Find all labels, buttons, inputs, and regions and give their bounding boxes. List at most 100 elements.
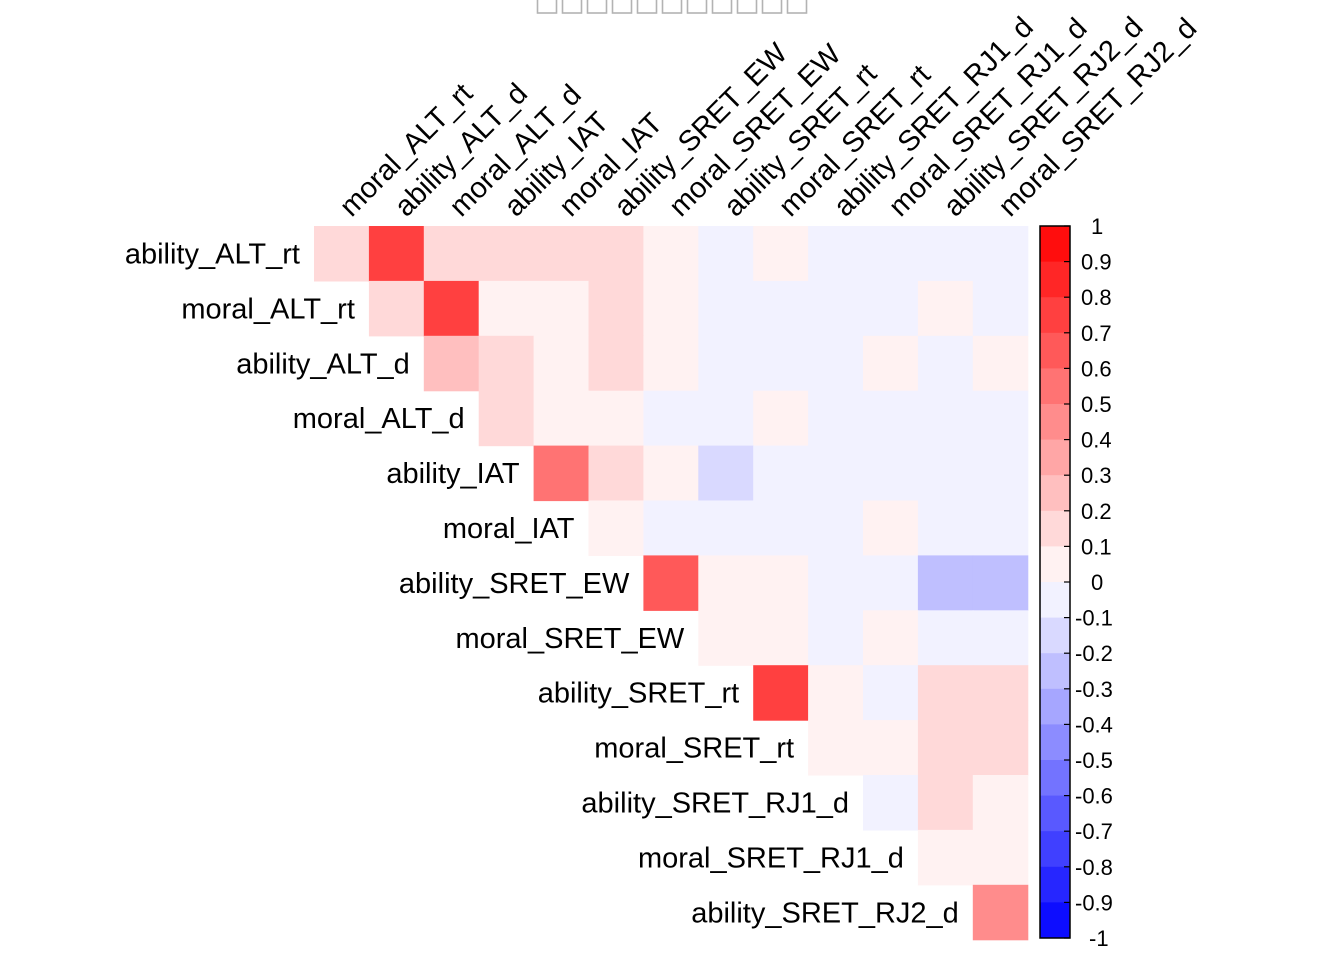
heatmap-cell [698, 390, 754, 447]
heatmap-cell [423, 226, 480, 282]
heatmap-cell [808, 720, 864, 776]
heatmap-cell [917, 665, 974, 721]
color-bar-bin [1040, 261, 1070, 298]
color-bar-bin [1040, 617, 1070, 654]
heatmap-cell [698, 280, 754, 337]
color-bar-bin [1040, 546, 1070, 583]
heatmap-cell [917, 226, 974, 282]
heatmap-cell [478, 280, 535, 337]
heatmap-cell [972, 335, 1029, 392]
heatmap-cell [753, 610, 809, 666]
row-label: ability_ALT_d [236, 348, 410, 380]
color-bar-tick-label: 0.9 [1081, 250, 1112, 275]
heatmap-cell [533, 226, 590, 282]
heatmap-cell [972, 555, 1029, 611]
heatmap-cell [753, 226, 809, 282]
heatmap-cell [698, 226, 754, 282]
heatmap-cell [478, 390, 535, 447]
heatmap-cell [368, 226, 425, 282]
heatmap-cell [972, 884, 1029, 941]
heatmap-cell [808, 226, 864, 282]
heatmap-cell [808, 280, 864, 337]
color-bar-tick-label: -0.5 [1075, 748, 1113, 773]
color-bar-bin [1040, 368, 1070, 405]
color-bar-tick-label: -0.1 [1075, 606, 1113, 631]
heatmap-cell [533, 390, 590, 447]
color-bar-tick-label: 0 [1091, 570, 1103, 595]
heatmap-cell [368, 280, 425, 337]
row-label: ability_ALT_rt [125, 238, 300, 270]
heatmap-cell [972, 226, 1029, 282]
title-glyph [636, 0, 658, 14]
color-bar-tick-label: -0.2 [1075, 641, 1113, 666]
heatmap-cell [808, 445, 864, 502]
color-bar-bin [1040, 404, 1070, 441]
color-bar-tick-label: -0.6 [1075, 784, 1113, 809]
heatmap-cell [808, 610, 864, 666]
row-label: moral_SRET_rt [594, 733, 794, 765]
title-glyph [761, 0, 783, 14]
heatmap-cell [863, 610, 919, 666]
title-glyph [586, 0, 608, 14]
heatmap-cell [917, 390, 974, 447]
heatmap-cell [863, 335, 919, 392]
title-glyph [561, 0, 583, 14]
row-label: moral_SRET_EW [455, 623, 684, 655]
heatmap-cell [643, 500, 699, 556]
color-bar-bin [1040, 226, 1070, 263]
row-labels: ability_ALT_rt moral_ALT_rt ability_ALT_dm… [125, 238, 959, 929]
heatmap-cell [643, 390, 699, 447]
color-bar-tick-label: 1 [1091, 214, 1103, 239]
heatmap-cell [917, 555, 974, 611]
heatmap-cell [643, 445, 699, 502]
column-labels: moral_ALT_rtability_ALT_dmoral_ALT_dabil… [334, 11, 1203, 223]
color-bar-bin [1040, 724, 1070, 761]
color-bar-bin [1040, 688, 1070, 725]
title-glyph [611, 0, 633, 14]
heatmap-cell [698, 500, 754, 556]
heatmap-cell [588, 280, 644, 337]
color-bar-bin [1040, 653, 1070, 690]
heatmap-cell [588, 445, 644, 502]
heatmap-cell [863, 226, 919, 282]
color-bar-bin [1040, 902, 1070, 939]
heatmap-cell [314, 226, 370, 282]
color-bar [1039, 225, 1071, 939]
heatmap-cell [698, 335, 754, 392]
heatmap-cell [698, 555, 754, 611]
heatmap-cell [917, 445, 974, 502]
title-glyph [711, 0, 733, 14]
heatmap-cell [588, 335, 644, 392]
color-bar-tick-label: 0.3 [1081, 463, 1112, 488]
heatmap-cell [917, 280, 974, 337]
heatmap-cell [753, 500, 809, 556]
color-bar-bin [1040, 475, 1070, 512]
color-bar-bin [1040, 332, 1070, 369]
heatmap-cell [533, 445, 590, 502]
heatmap-cell [972, 665, 1029, 721]
heatmap-cell [423, 335, 480, 392]
row-label: ability_SRET_RJ2_d [691, 897, 959, 929]
color-bar-tick-label: 0.5 [1081, 392, 1112, 417]
title-glyph [661, 0, 683, 14]
heatmap-cell [917, 500, 974, 556]
color-bar-tick-label: 0.1 [1081, 534, 1112, 559]
heatmap-cell [863, 555, 919, 611]
color-bar-tick-label: 0.4 [1081, 428, 1112, 453]
heatmap-cell [863, 720, 919, 776]
color-bar-bin [1040, 439, 1070, 476]
color-bar-tick-label: 0.8 [1081, 285, 1112, 310]
heatmap-cell [478, 226, 535, 282]
color-bar-tick-label: -0.9 [1075, 890, 1113, 915]
heatmap-cell [972, 390, 1029, 447]
heatmap-cell [533, 335, 590, 392]
heatmap-cell [753, 280, 809, 337]
title-glyph [536, 0, 558, 14]
color-bar-bin [1040, 866, 1070, 903]
color-bar-bin [1040, 760, 1070, 797]
row-label: moral_ALT_rt [181, 293, 355, 325]
heatmap-cell [917, 335, 974, 392]
heatmap-cell [588, 390, 644, 447]
heatmap-cell [753, 390, 809, 447]
